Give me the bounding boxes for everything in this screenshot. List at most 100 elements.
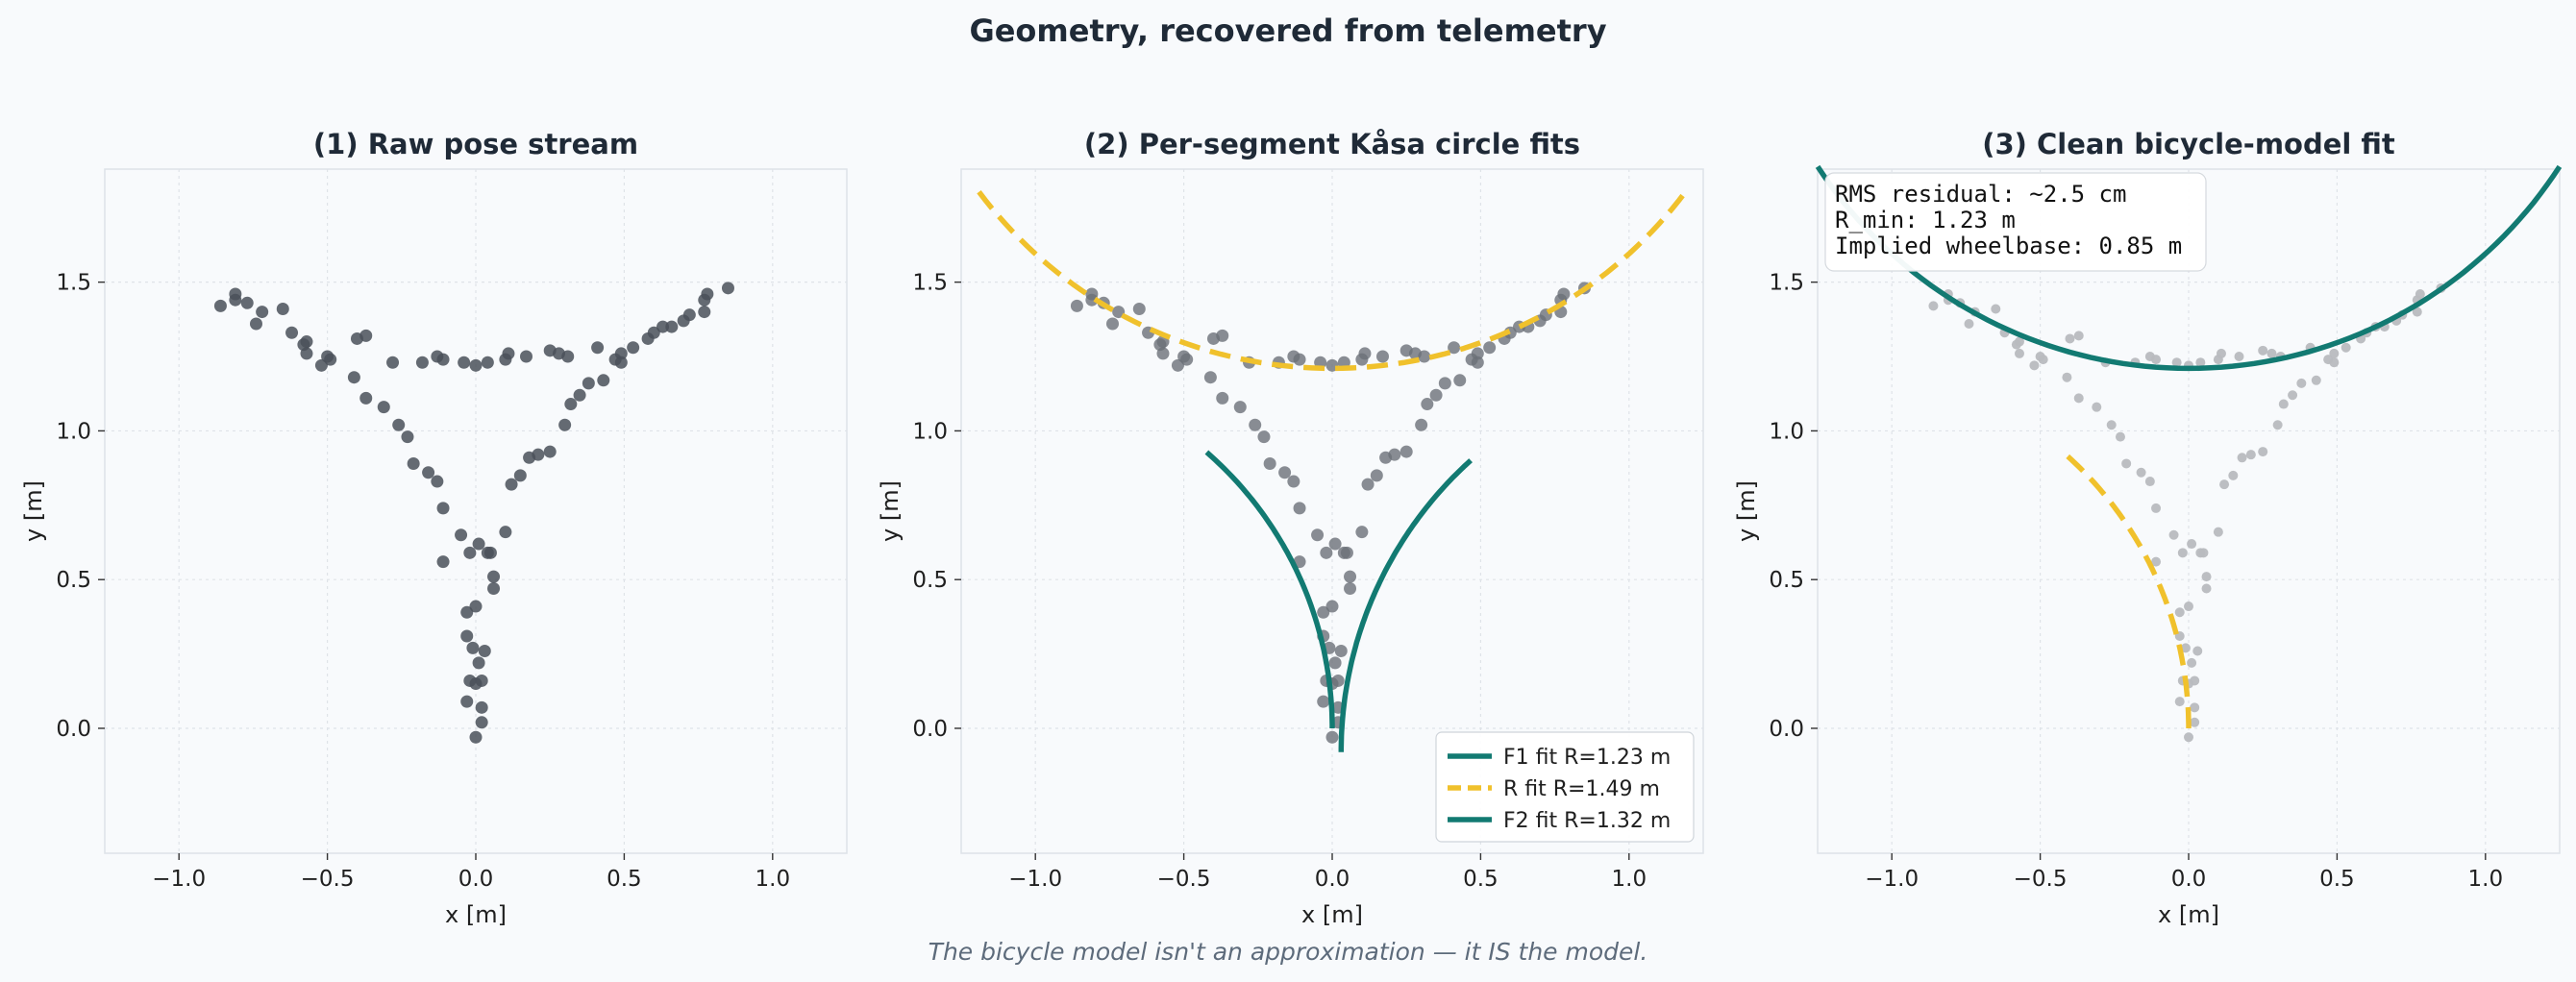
x-tick-label: 0.0 (2171, 867, 2207, 892)
y-tick-label: 1.5 (912, 271, 948, 296)
data-point (1557, 287, 1571, 301)
y-tick-label: 1.0 (912, 419, 948, 444)
x-tick-label: −1.0 (152, 867, 206, 892)
figure-caption: The bicycle model isn't an approximation… (929, 938, 1648, 966)
data-point (591, 341, 605, 355)
data-point (1112, 306, 1126, 319)
data-point (682, 308, 696, 322)
legend (1435, 731, 1695, 843)
y-tick-label: 0.5 (1769, 568, 1804, 593)
data-point (1233, 401, 1247, 414)
data-point (377, 401, 390, 414)
data-point (2219, 479, 2230, 490)
x-axis-label: x [m] (2158, 901, 2219, 928)
data-point (513, 469, 527, 482)
data-point (2272, 420, 2283, 430)
data-point (1317, 695, 1330, 708)
data-point (300, 347, 313, 360)
data-point (2168, 529, 2179, 540)
data-point (1448, 341, 1461, 355)
legend-entry: F1 fit R=1.23 m (1503, 746, 1671, 770)
data-point (249, 317, 262, 331)
data-point (647, 326, 660, 339)
data-point (2190, 702, 2200, 713)
data-point (436, 353, 450, 366)
panel-raw-pose-stream: −1.0 −0.5 0.0 0.5 1.0 0.0 0.5 1.0 1.5 (1) Raw pos… (20, 128, 848, 928)
data-point (2106, 420, 2117, 430)
data-point (1257, 430, 1271, 444)
data-point (1928, 301, 1939, 311)
data-point (2177, 548, 2188, 558)
data-point (1317, 605, 1330, 619)
data-point (2187, 539, 2197, 550)
data-point (2195, 357, 2206, 368)
x-axis-label: x [m] (1301, 901, 1363, 928)
data-point (1429, 388, 1443, 402)
data-point (1418, 350, 1431, 363)
data-point (558, 418, 572, 431)
data-point (2144, 477, 2155, 487)
data-point (1438, 377, 1451, 390)
data-point (276, 302, 289, 315)
y-axis-label: y [m] (877, 480, 904, 542)
data-point (1203, 371, 1217, 384)
data-point (665, 320, 679, 333)
data-point (2258, 345, 2268, 356)
data-point (2065, 333, 2075, 344)
data-point (701, 287, 714, 301)
data-point (1216, 329, 1229, 342)
data-point (475, 700, 488, 714)
data-point (721, 282, 734, 295)
data-point (2151, 556, 2162, 567)
data-point (2237, 453, 2247, 463)
data-point (1370, 469, 1383, 482)
data-point (2029, 360, 2040, 371)
x-tick-label: 0.5 (607, 867, 642, 892)
data-point (1344, 581, 1357, 595)
data-point (458, 356, 471, 369)
data-point (543, 445, 557, 458)
data-point (1263, 456, 1276, 470)
data-point (2311, 375, 2321, 385)
data-point (1471, 356, 1484, 369)
x-axis-label: x [m] (445, 901, 507, 928)
data-point (1344, 570, 1357, 583)
x-tick-label: −0.5 (2014, 867, 2068, 892)
data-point (2288, 390, 2298, 401)
data-point (478, 644, 491, 657)
data-point (2329, 357, 2340, 368)
data-point (240, 296, 254, 309)
data-point (1171, 358, 1184, 372)
data-point (347, 371, 360, 384)
data-point (2136, 467, 2146, 478)
data-point (2121, 458, 2132, 469)
data-point (2201, 583, 2212, 594)
data-point (561, 350, 575, 363)
data-point (2184, 732, 2193, 743)
data-point (1278, 466, 1292, 479)
data-point (1399, 445, 1413, 458)
data-point (359, 391, 373, 405)
data-point (2192, 646, 2203, 656)
data-point (1132, 302, 1146, 315)
fit-curve-teal-1 (1815, 164, 2563, 372)
data-point (1311, 528, 1325, 542)
data-point (487, 570, 501, 583)
data-point (2174, 607, 2185, 618)
data-point (2329, 348, 2340, 358)
data-point (2190, 717, 2200, 727)
data-point (1328, 656, 1342, 670)
data-point (475, 716, 488, 729)
data-point (1358, 347, 1372, 360)
x-tick-label: 1.0 (755, 867, 791, 892)
data-point (614, 347, 628, 360)
data-point (505, 478, 518, 491)
y-tick-label: 0.5 (912, 568, 948, 593)
data-point (2174, 697, 2185, 707)
data-point (1293, 502, 1306, 515)
annotation-line: R_min: 1.23 m (1835, 207, 2016, 233)
data-point (2415, 289, 2425, 300)
data-point (627, 341, 640, 355)
data-point (1328, 537, 1342, 551)
